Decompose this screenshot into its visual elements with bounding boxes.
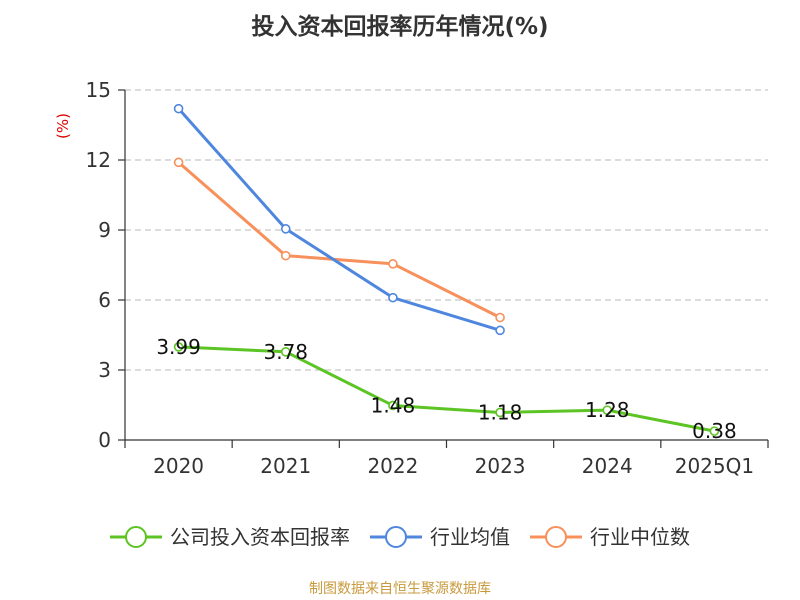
- data-point[interactable]: [495, 407, 505, 418]
- data-point[interactable]: [280, 346, 291, 357]
- x-tick-label: 2023: [475, 454, 526, 478]
- legend-label: 行业中位数: [590, 525, 690, 549]
- y-tick-label: 15: [86, 78, 111, 102]
- x-tick-label: 2022: [367, 454, 418, 478]
- y-tick-label: 9: [98, 218, 111, 242]
- data-point[interactable]: [173, 157, 184, 168]
- y-axis-unit-label: (%): [54, 113, 72, 139]
- legend-item-0[interactable]: 公司投入资本回报率: [110, 525, 350, 549]
- legend-marker: [125, 526, 147, 548]
- data-point[interactable]: [388, 292, 398, 303]
- data-point[interactable]: [495, 312, 505, 323]
- data-point[interactable]: [709, 426, 720, 436]
- series-0: [173, 342, 720, 436]
- data-point[interactable]: [388, 259, 398, 269]
- chart-title: 投入资本回报率历年情况(%): [251, 13, 548, 40]
- legend-marker: [545, 526, 567, 548]
- legend-label: 公司投入资本回报率: [170, 525, 350, 549]
- y-tick-label: 6: [98, 288, 111, 312]
- data-label: 3.99: [156, 335, 201, 359]
- data-label: 1.28: [585, 398, 630, 422]
- grid-lines: [125, 89, 768, 371]
- legend-label: 行业均值: [430, 525, 510, 549]
- x-tick-label: 2025Q1: [675, 454, 754, 478]
- y-tick-label: 3: [98, 358, 111, 382]
- data-label: 1.18: [478, 400, 523, 424]
- legend: 公司投入资本回报率 行业均值 行业中位数: [110, 525, 690, 549]
- x-tick-label: 2021: [260, 454, 311, 478]
- y-tick-label: 0: [98, 428, 111, 452]
- data-point[interactable]: [388, 400, 398, 411]
- legend-item-2[interactable]: 行业中位数: [530, 525, 690, 549]
- data-point[interactable]: [173, 342, 184, 352]
- legend-item-1[interactable]: 行业均值: [370, 525, 510, 549]
- series-lines: [173, 103, 720, 436]
- series-2: [173, 157, 505, 323]
- data-point[interactable]: [495, 325, 505, 336]
- y-tick-label: 12: [86, 148, 111, 172]
- data-point[interactable]: [280, 224, 291, 234]
- series-line: [178, 345, 715, 433]
- series-1: [173, 103, 505, 336]
- series-line: [177, 161, 501, 319]
- source-note: 制图数据来自恒生聚源数据库: [309, 581, 491, 597]
- data-label: 1.48: [371, 393, 416, 417]
- data-label: 3.78: [263, 340, 308, 364]
- series-line: [177, 107, 501, 332]
- data-labels: 3.99 3.78 1.48 1.18 1.28 0.38: [156, 335, 736, 443]
- data-point[interactable]: [280, 250, 291, 261]
- data-point[interactable]: [173, 103, 184, 114]
- legend-marker: [385, 526, 407, 548]
- data-point[interactable]: [602, 405, 613, 415]
- x-tick-label: 2024: [582, 454, 633, 478]
- x-tick-label: 2020: [153, 454, 204, 478]
- data-label: 0.38: [692, 419, 737, 443]
- axes: 0 3 6 9 12 15 2020 2021 2022 2023 2024 2025Q1: [86, 78, 769, 478]
